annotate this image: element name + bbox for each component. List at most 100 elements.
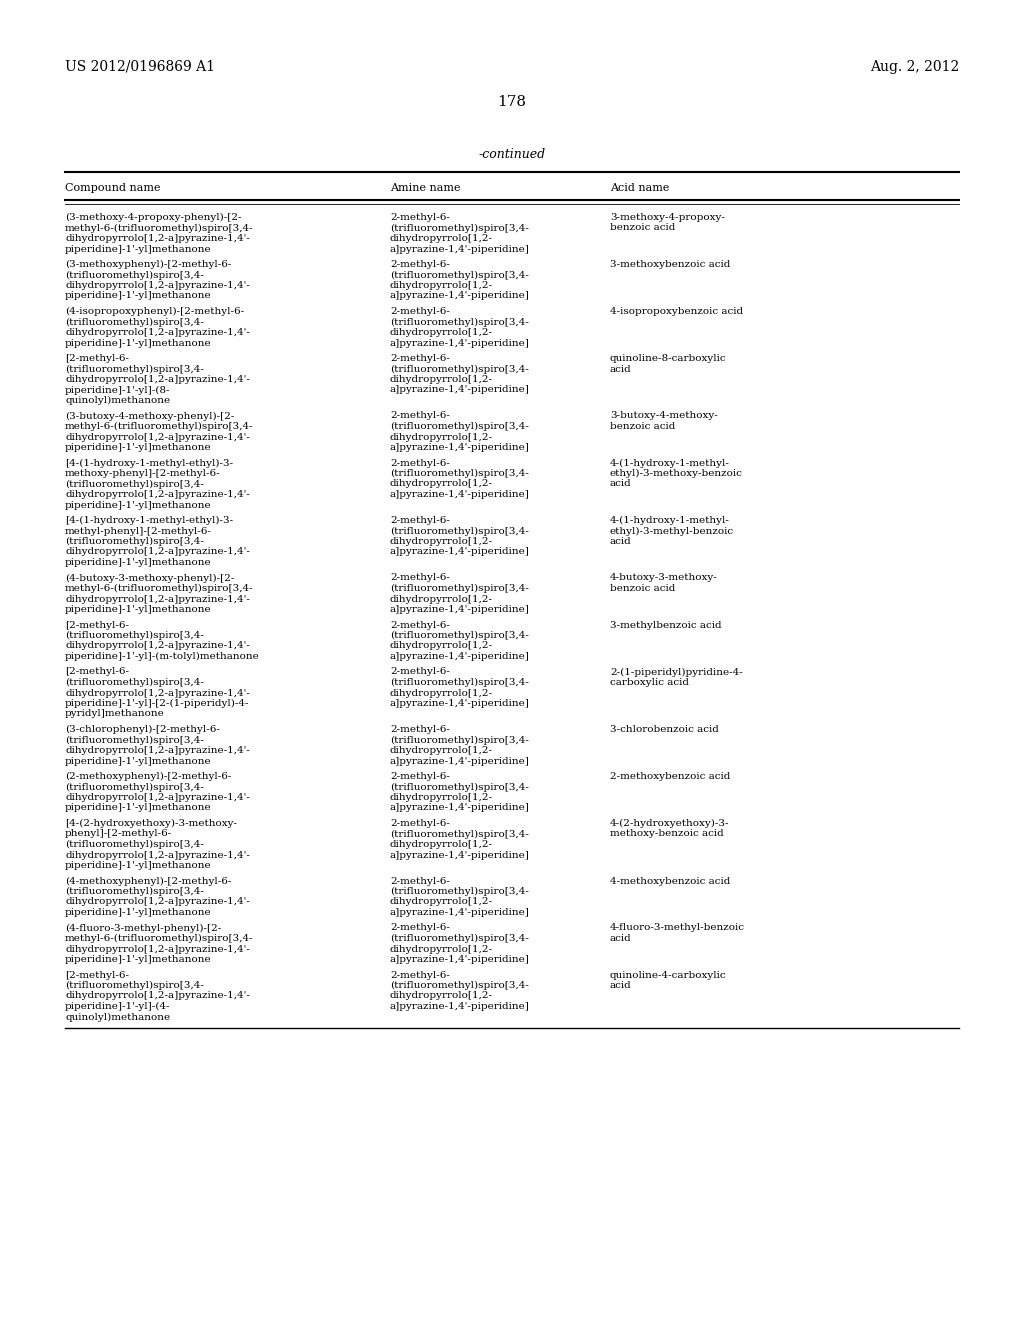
Text: dihydropyrrolo[1,2-: dihydropyrrolo[1,2- (390, 594, 493, 603)
Text: [4-(1-hydroxy-1-methyl-ethyl)-3-: [4-(1-hydroxy-1-methyl-ethyl)-3- (65, 458, 233, 467)
Text: acid: acid (610, 981, 632, 990)
Text: methoxy-phenyl]-[2-methyl-6-: methoxy-phenyl]-[2-methyl-6- (65, 469, 220, 478)
Text: 3-methylbenzoic acid: 3-methylbenzoic acid (610, 620, 722, 630)
Text: (trifluoromethyl)spiro[3,4-: (trifluoromethyl)spiro[3,4- (390, 783, 528, 792)
Text: methyl-6-(trifluoromethyl)spiro[3,4-: methyl-6-(trifluoromethyl)spiro[3,4- (65, 422, 254, 432)
Text: pyridyl]methanone: pyridyl]methanone (65, 710, 165, 718)
Text: dihydropyrrolo[1,2-a]pyrazine-1,4'-: dihydropyrrolo[1,2-a]pyrazine-1,4'- (65, 793, 250, 803)
Text: acid: acid (610, 479, 632, 488)
Text: 4-isopropoxybenzoic acid: 4-isopropoxybenzoic acid (610, 308, 743, 315)
Text: a]pyrazine-1,4'-piperidine]: a]pyrazine-1,4'-piperidine] (390, 548, 529, 557)
Text: carboxylic acid: carboxylic acid (610, 678, 689, 686)
Text: piperidine]-1'-yl]methanone: piperidine]-1'-yl]methanone (65, 292, 212, 301)
Text: dihydropyrrolo[1,2-a]pyrazine-1,4'-: dihydropyrrolo[1,2-a]pyrazine-1,4'- (65, 991, 250, 1001)
Text: (3-methoxy-4-propoxy-phenyl)-[2-: (3-methoxy-4-propoxy-phenyl)-[2- (65, 213, 242, 222)
Text: a]pyrazine-1,4'-piperidine]: a]pyrazine-1,4'-piperidine] (390, 804, 529, 813)
Text: acid: acid (610, 935, 632, 942)
Text: 3-butoxy-4-methoxy-: 3-butoxy-4-methoxy- (610, 412, 718, 421)
Text: methyl-phenyl]-[2-methyl-6-: methyl-phenyl]-[2-methyl-6- (65, 527, 212, 536)
Text: (trifluoromethyl)spiro[3,4-: (trifluoromethyl)spiro[3,4- (65, 783, 204, 792)
Text: 2-methyl-6-: 2-methyl-6- (390, 354, 450, 363)
Text: acid: acid (610, 364, 632, 374)
Text: dihydropyrrolo[1,2-a]pyrazine-1,4'-: dihydropyrrolo[1,2-a]pyrazine-1,4'- (65, 642, 250, 651)
Text: methyl-6-(trifluoromethyl)spiro[3,4-: methyl-6-(trifluoromethyl)spiro[3,4- (65, 223, 254, 232)
Text: 4-methoxybenzoic acid: 4-methoxybenzoic acid (610, 876, 730, 886)
Text: Amine name: Amine name (390, 183, 461, 193)
Text: piperidine]-1'-yl]methanone: piperidine]-1'-yl]methanone (65, 861, 212, 870)
Text: piperidine]-1'-yl]methanone: piperidine]-1'-yl]methanone (65, 954, 212, 964)
Text: (trifluoromethyl)spiro[3,4-: (trifluoromethyl)spiro[3,4- (390, 469, 528, 478)
Text: a]pyrazine-1,4'-piperidine]: a]pyrazine-1,4'-piperidine] (390, 1002, 529, 1011)
Text: (3-butoxy-4-methoxy-phenyl)-[2-: (3-butoxy-4-methoxy-phenyl)-[2- (65, 412, 234, 421)
Text: methyl-6-(trifluoromethyl)spiro[3,4-: methyl-6-(trifluoromethyl)spiro[3,4- (65, 935, 254, 942)
Text: 2-methyl-6-: 2-methyl-6- (390, 620, 450, 630)
Text: -continued: -continued (478, 148, 546, 161)
Text: (trifluoromethyl)spiro[3,4-: (trifluoromethyl)spiro[3,4- (65, 318, 204, 326)
Text: dihydropyrrolo[1,2-a]pyrazine-1,4'-: dihydropyrrolo[1,2-a]pyrazine-1,4'- (65, 490, 250, 499)
Text: (trifluoromethyl)spiro[3,4-: (trifluoromethyl)spiro[3,4- (65, 271, 204, 280)
Text: a]pyrazine-1,4'-piperidine]: a]pyrazine-1,4'-piperidine] (390, 292, 529, 301)
Text: piperidine]-1'-yl]methanone: piperidine]-1'-yl]methanone (65, 444, 212, 451)
Text: a]pyrazine-1,4'-piperidine]: a]pyrazine-1,4'-piperidine] (390, 700, 529, 708)
Text: (4-methoxyphenyl)-[2-methyl-6-: (4-methoxyphenyl)-[2-methyl-6- (65, 876, 231, 886)
Text: dihydropyrrolo[1,2-: dihydropyrrolo[1,2- (390, 234, 493, 243)
Text: (trifluoromethyl)spiro[3,4-: (trifluoromethyl)spiro[3,4- (390, 364, 528, 374)
Text: dihydropyrrolo[1,2-: dihydropyrrolo[1,2- (390, 793, 493, 803)
Text: 2-methyl-6-: 2-methyl-6- (390, 772, 450, 781)
Text: dihydropyrrolo[1,2-a]pyrazine-1,4'-: dihydropyrrolo[1,2-a]pyrazine-1,4'- (65, 375, 250, 384)
Text: dihydropyrrolo[1,2-: dihydropyrrolo[1,2- (390, 281, 493, 290)
Text: [2-methyl-6-: [2-methyl-6- (65, 620, 129, 630)
Text: (trifluoromethyl)spiro[3,4-: (trifluoromethyl)spiro[3,4- (390, 631, 528, 640)
Text: 4-(1-hydroxy-1-methyl-: 4-(1-hydroxy-1-methyl- (610, 516, 730, 525)
Text: quinoline-4-carboxylic: quinoline-4-carboxylic (610, 970, 727, 979)
Text: 2-methoxybenzoic acid: 2-methoxybenzoic acid (610, 772, 730, 781)
Text: dihydropyrrolo[1,2-: dihydropyrrolo[1,2- (390, 479, 493, 488)
Text: (trifluoromethyl)spiro[3,4-: (trifluoromethyl)spiro[3,4- (390, 887, 528, 896)
Text: (4-butoxy-3-methoxy-phenyl)-[2-: (4-butoxy-3-methoxy-phenyl)-[2- (65, 573, 234, 582)
Text: benzoic acid: benzoic acid (610, 223, 676, 232)
Text: (3-methoxyphenyl)-[2-methyl-6-: (3-methoxyphenyl)-[2-methyl-6- (65, 260, 231, 269)
Text: benzoic acid: benzoic acid (610, 583, 676, 593)
Text: a]pyrazine-1,4'-piperidine]: a]pyrazine-1,4'-piperidine] (390, 490, 529, 499)
Text: (trifluoromethyl)spiro[3,4-: (trifluoromethyl)spiro[3,4- (65, 887, 204, 896)
Text: a]pyrazine-1,4'-piperidine]: a]pyrazine-1,4'-piperidine] (390, 652, 529, 661)
Text: (trifluoromethyl)spiro[3,4-: (trifluoromethyl)spiro[3,4- (390, 829, 528, 838)
Text: dihydropyrrolo[1,2-: dihydropyrrolo[1,2- (390, 327, 493, 337)
Text: methoxy-benzoic acid: methoxy-benzoic acid (610, 829, 724, 838)
Text: piperidine]-1'-yl]methanone: piperidine]-1'-yl]methanone (65, 500, 212, 510)
Text: dihydropyrrolo[1,2-a]pyrazine-1,4'-: dihydropyrrolo[1,2-a]pyrazine-1,4'- (65, 234, 250, 243)
Text: 2-methyl-6-: 2-methyl-6- (390, 458, 450, 467)
Text: (trifluoromethyl)spiro[3,4-: (trifluoromethyl)spiro[3,4- (390, 318, 528, 326)
Text: [2-methyl-6-: [2-methyl-6- (65, 668, 129, 676)
Text: phenyl]-[2-methyl-6-: phenyl]-[2-methyl-6- (65, 829, 172, 838)
Text: (trifluoromethyl)spiro[3,4-: (trifluoromethyl)spiro[3,4- (390, 678, 528, 688)
Text: a]pyrazine-1,4'-piperidine]: a]pyrazine-1,4'-piperidine] (390, 338, 529, 347)
Text: dihydropyrrolo[1,2-: dihydropyrrolo[1,2- (390, 840, 493, 849)
Text: (trifluoromethyl)spiro[3,4-: (trifluoromethyl)spiro[3,4- (65, 631, 204, 640)
Text: a]pyrazine-1,4'-piperidine]: a]pyrazine-1,4'-piperidine] (390, 954, 529, 964)
Text: (trifluoromethyl)spiro[3,4-: (trifluoromethyl)spiro[3,4- (390, 422, 528, 432)
Text: (4-fluoro-3-methyl-phenyl)-[2-: (4-fluoro-3-methyl-phenyl)-[2- (65, 924, 221, 933)
Text: 3-methoxy-4-propoxy-: 3-methoxy-4-propoxy- (610, 213, 725, 222)
Text: a]pyrazine-1,4'-piperidine]: a]pyrazine-1,4'-piperidine] (390, 385, 529, 395)
Text: quinolyl)methanone: quinolyl)methanone (65, 396, 170, 405)
Text: piperidine]-1'-yl]methanone: piperidine]-1'-yl]methanone (65, 908, 212, 917)
Text: a]pyrazine-1,4'-piperidine]: a]pyrazine-1,4'-piperidine] (390, 244, 529, 253)
Text: dihydropyrrolo[1,2-: dihydropyrrolo[1,2- (390, 375, 493, 384)
Text: (4-isopropoxyphenyl)-[2-methyl-6-: (4-isopropoxyphenyl)-[2-methyl-6- (65, 308, 244, 315)
Text: a]pyrazine-1,4'-piperidine]: a]pyrazine-1,4'-piperidine] (390, 605, 529, 614)
Text: piperidine]-1'-yl]methanone: piperidine]-1'-yl]methanone (65, 605, 212, 614)
Text: piperidine]-1'-yl]-[2-(1-piperidyl)-4-: piperidine]-1'-yl]-[2-(1-piperidyl)-4- (65, 700, 250, 708)
Text: 2-methyl-6-: 2-methyl-6- (390, 876, 450, 886)
Text: a]pyrazine-1,4'-piperidine]: a]pyrazine-1,4'-piperidine] (390, 444, 529, 451)
Text: dihydropyrrolo[1,2-: dihydropyrrolo[1,2- (390, 642, 493, 651)
Text: (trifluoromethyl)spiro[3,4-: (trifluoromethyl)spiro[3,4- (65, 537, 204, 546)
Text: (trifluoromethyl)spiro[3,4-: (trifluoromethyl)spiro[3,4- (65, 735, 204, 744)
Text: 2-methyl-6-: 2-methyl-6- (390, 924, 450, 932)
Text: dihydropyrrolo[1,2-: dihydropyrrolo[1,2- (390, 537, 493, 546)
Text: 2-methyl-6-: 2-methyl-6- (390, 818, 450, 828)
Text: 3-methoxybenzoic acid: 3-methoxybenzoic acid (610, 260, 730, 269)
Text: 2-methyl-6-: 2-methyl-6- (390, 516, 450, 525)
Text: dihydropyrrolo[1,2-: dihydropyrrolo[1,2- (390, 898, 493, 907)
Text: piperidine]-1'-yl]methanone: piperidine]-1'-yl]methanone (65, 244, 212, 253)
